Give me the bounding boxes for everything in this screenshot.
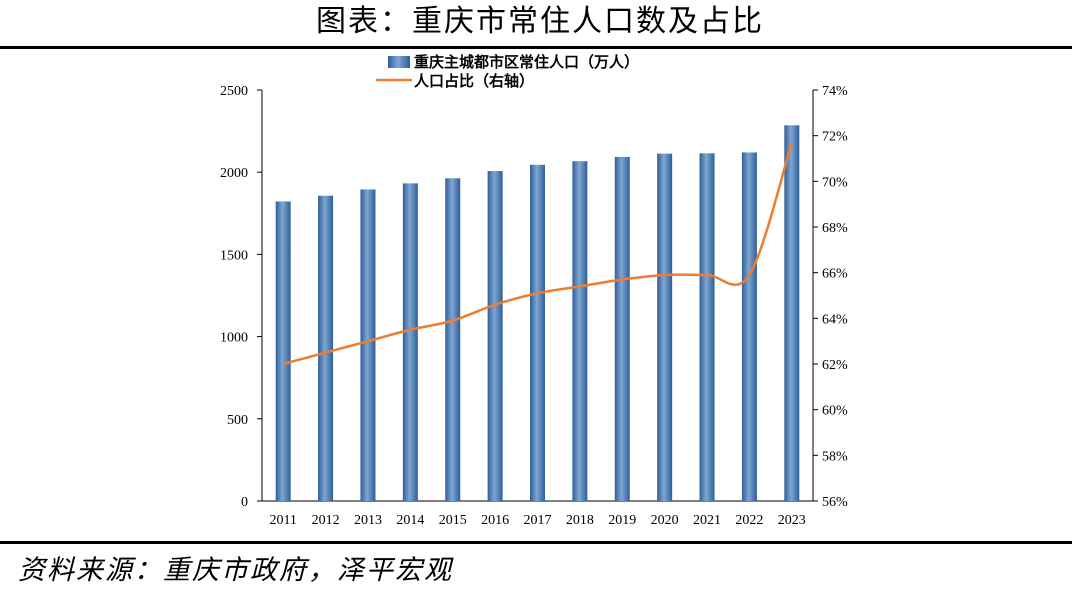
chart-title: 图表：重庆市常住人口数及占比 <box>316 4 764 39</box>
left-tick-label: 1000 <box>220 331 248 346</box>
x-tick-label: 2020 <box>651 513 679 528</box>
legend-bar-label: 重庆主城都市区常住人口（万人） <box>414 53 639 71</box>
legend-bar-swatch <box>388 56 410 68</box>
population-bar <box>445 178 461 501</box>
population-bar <box>572 161 588 502</box>
right-tick-label: 68% <box>822 221 848 236</box>
population-bar <box>614 156 630 501</box>
left-tick-label: 2000 <box>220 166 248 181</box>
right-tick-label: 74% <box>822 84 848 99</box>
population-bar <box>275 201 291 501</box>
population-bar <box>657 153 673 501</box>
x-tick-label: 2021 <box>693 513 721 528</box>
right-tick-label: 62% <box>822 358 848 373</box>
x-tick-label: 2017 <box>524 513 552 528</box>
x-tick-label: 2022 <box>735 513 763 528</box>
right-tick-label: 64% <box>822 312 848 327</box>
right-tick-label: 66% <box>822 267 848 282</box>
x-tick-label: 2016 <box>481 513 509 528</box>
right-tick-label: 70% <box>822 175 848 190</box>
population-bar <box>360 189 376 501</box>
x-tick-label: 2011 <box>269 513 296 528</box>
left-tick-label: 500 <box>227 413 248 428</box>
x-tick-label: 2014 <box>396 513 424 528</box>
left-tick-label: 0 <box>241 495 248 510</box>
left-tick-label: 1500 <box>220 248 248 263</box>
bottom-rule <box>0 541 1072 544</box>
population-bar <box>402 183 418 501</box>
population-bar <box>318 195 334 501</box>
axes: 0 500 1000 1500 2000 2500 56% 58% 60% 62% 64% 66% 68… <box>220 84 848 528</box>
x-tick-label: 2013 <box>354 513 382 528</box>
left-tick-label: 2500 <box>220 84 248 99</box>
x-tick-label: 2015 <box>439 513 467 528</box>
population-bar <box>741 152 757 502</box>
legend: 重庆主城都市区常住人口（万人） 人口占比（右轴） <box>376 53 639 90</box>
x-tick-label: 2018 <box>566 513 594 528</box>
right-tick-label: 58% <box>822 449 848 464</box>
population-bar <box>487 171 503 501</box>
source-note: 资料来源：重庆市政府，泽平宏观 <box>18 555 453 586</box>
population-bar <box>784 125 800 501</box>
x-tick-label: 2023 <box>778 513 806 528</box>
legend-line-label: 人口占比（右轴） <box>414 72 534 90</box>
x-tick-label: 2012 <box>312 513 340 528</box>
x-tick-label: 2019 <box>608 513 636 528</box>
right-tick-label: 60% <box>822 404 848 419</box>
right-tick-label: 72% <box>822 130 848 145</box>
population-bar <box>699 153 715 501</box>
population-bar <box>530 164 545 501</box>
ratio-line-path <box>282 142 793 366</box>
top-rule <box>0 46 1072 49</box>
ratio-line <box>282 142 793 366</box>
right-tick-label: 56% <box>822 495 848 510</box>
bars <box>275 125 800 502</box>
